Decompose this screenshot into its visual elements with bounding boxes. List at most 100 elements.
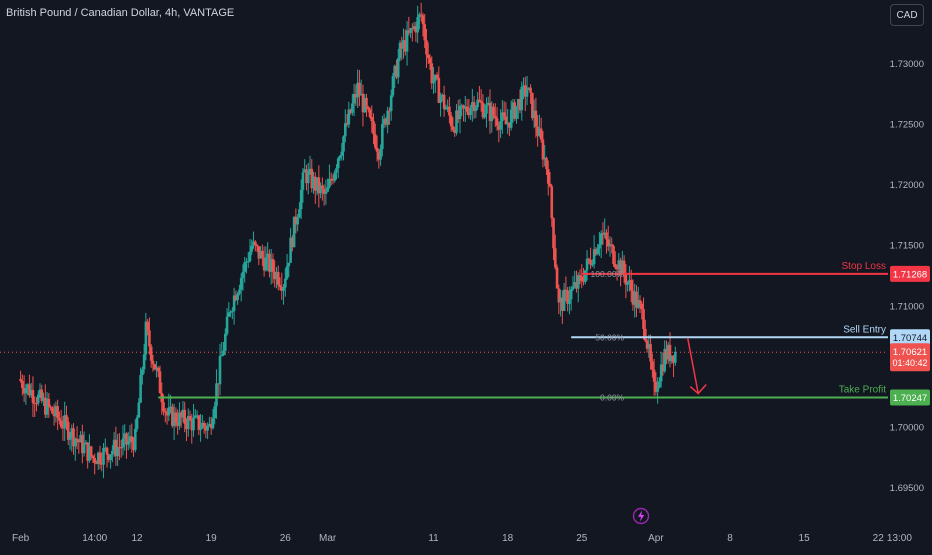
countdown-text: 01:40:42 [892,358,927,368]
candle-body [169,406,172,408]
fib-label: 100.00% [591,269,625,279]
candle-body [252,241,255,246]
candle-body [426,54,430,59]
candle-body [222,350,225,356]
candle-body [298,209,301,218]
candle-body [349,109,352,113]
candle-body [497,125,501,130]
candle-body [522,85,525,87]
candle-body [603,232,607,235]
candle-body [188,416,192,420]
candle-body [365,97,368,108]
candle-body [72,428,75,447]
candle-body [86,442,89,461]
candle-body [269,259,273,272]
x-tick-label: 15 [799,533,811,544]
candle-body [285,266,289,279]
candle-body [105,447,109,455]
candle-body [656,387,659,392]
candle-body [478,99,481,102]
candle-body [578,275,582,277]
candle-body [631,290,635,305]
candle-body [393,65,397,77]
candle-body [502,112,506,117]
candle-body [176,422,179,426]
candle-body [40,389,44,401]
candle-body [638,300,642,304]
candle-body [268,253,271,272]
candle-body [58,417,61,421]
candle-body [246,261,250,263]
candle-body [633,291,637,305]
candle-body [95,462,98,465]
candle-body [215,383,218,407]
fib-label: 50.00% [595,332,624,342]
candle-body [490,106,494,122]
candle-body [137,402,141,418]
candle-body [474,107,478,112]
candle-body [213,406,217,419]
candle-body [289,237,292,263]
candle-body [516,99,520,107]
candle-body [262,257,266,271]
candle-body [421,15,425,25]
fib-label: 0.00% [600,393,625,403]
candle-body [190,419,194,431]
flash-icon[interactable] [632,507,650,525]
candle-body [363,97,367,113]
candle-body [361,93,365,113]
candle-body [539,128,543,140]
candle-body [172,412,176,426]
candle-body [301,172,305,190]
candle-body [130,436,134,443]
candle-body [411,28,414,30]
candle-body [133,428,137,451]
candle-body [278,284,282,287]
candle-body [291,237,294,248]
candle-body [91,455,95,458]
candle-body [651,361,654,370]
currency-button[interactable]: CAD [890,4,924,26]
candle-body [303,169,307,173]
candle-body [525,89,529,97]
candle-body [529,87,532,93]
candle-body [550,186,554,219]
candle-body [386,110,389,125]
candle-body [35,403,38,405]
candle-body [100,463,104,465]
candle-body [121,438,125,448]
candle-body [545,157,548,169]
candle-body [162,402,165,412]
candle-body [128,436,132,442]
candle-body [199,428,202,430]
candle-body [102,447,105,465]
candle-body [42,397,45,401]
candle-body [82,444,86,454]
candle-body [541,139,545,160]
candle-body [112,439,116,451]
candle-body [250,245,254,252]
candle-body [416,17,419,33]
take-profit-label: Take Profit [839,385,886,396]
candle-body [636,300,640,308]
candle-body [335,168,338,173]
candle-body [51,407,54,414]
candle-body [455,110,458,133]
candle-body [463,106,467,109]
candle-body [499,121,502,130]
candle-body [430,63,434,84]
candle-body [211,418,215,429]
candle-body [654,381,658,392]
candle-body [523,85,527,97]
candle-body [391,76,395,96]
candle-body [165,411,169,416]
candle-body [266,253,269,258]
candle-body [282,287,285,291]
candle-body [610,244,614,246]
candle-body [185,423,188,430]
candle-body [456,110,460,120]
candle-body [116,447,119,457]
candle-body [642,309,645,329]
